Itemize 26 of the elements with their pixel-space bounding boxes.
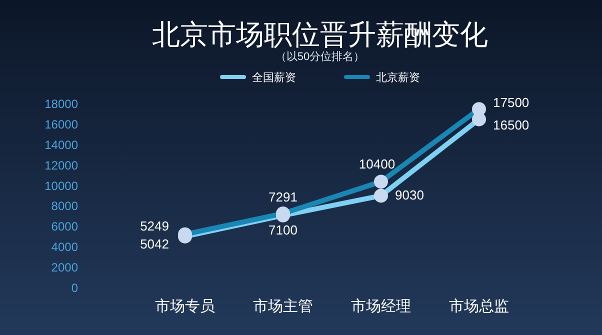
legend-label: 北京薪资 [376,71,420,84]
chart-title: 北京市场职位晋升薪酬变化 [152,19,488,50]
data-label: 17500 [493,95,530,110]
data-label: 7291 [268,189,298,204]
y-tick-label: 14000 [44,138,78,152]
y-tick-label: 2000 [51,260,78,275]
data-label: 9030 [395,188,424,203]
data-label: 10400 [358,156,396,172]
y-tick-label: 12000 [44,158,78,172]
y-tick-label: 4000 [51,240,78,254]
data-label: 5249 [140,218,169,234]
y-tick-label: 8000 [51,199,78,214]
x-tick-label: 市场总监 [449,298,509,315]
data-label: 7100 [268,222,298,238]
chart-subtitle: （以50分位排名） [275,50,365,63]
data-label: 5042 [140,236,169,252]
y-tick-label: 6000 [51,220,78,234]
y-tick-label: 0 [71,281,78,295]
x-tick-label: 市场主管 [253,298,313,315]
y-tick-label: 16000 [44,117,78,132]
legend-label: 全国薪资 [252,71,296,84]
y-tick-label: 18000 [44,97,78,111]
data-label: 16500 [493,117,530,132]
y-tick-label: 10000 [44,178,78,193]
x-tick-label: 市场专员 [155,298,215,315]
x-tick-label: 市场经理 [351,298,411,315]
